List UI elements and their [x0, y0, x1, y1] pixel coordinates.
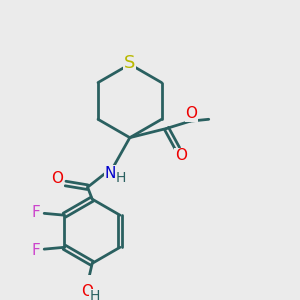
Text: H: H: [90, 290, 100, 300]
Text: O: O: [51, 171, 63, 186]
Text: O: O: [81, 284, 93, 299]
Text: F: F: [32, 243, 40, 258]
Text: F: F: [32, 205, 40, 220]
Text: O: O: [175, 148, 187, 164]
Text: S: S: [124, 54, 136, 72]
Text: N: N: [105, 166, 116, 181]
Text: O: O: [185, 106, 197, 121]
Text: H: H: [116, 171, 126, 185]
